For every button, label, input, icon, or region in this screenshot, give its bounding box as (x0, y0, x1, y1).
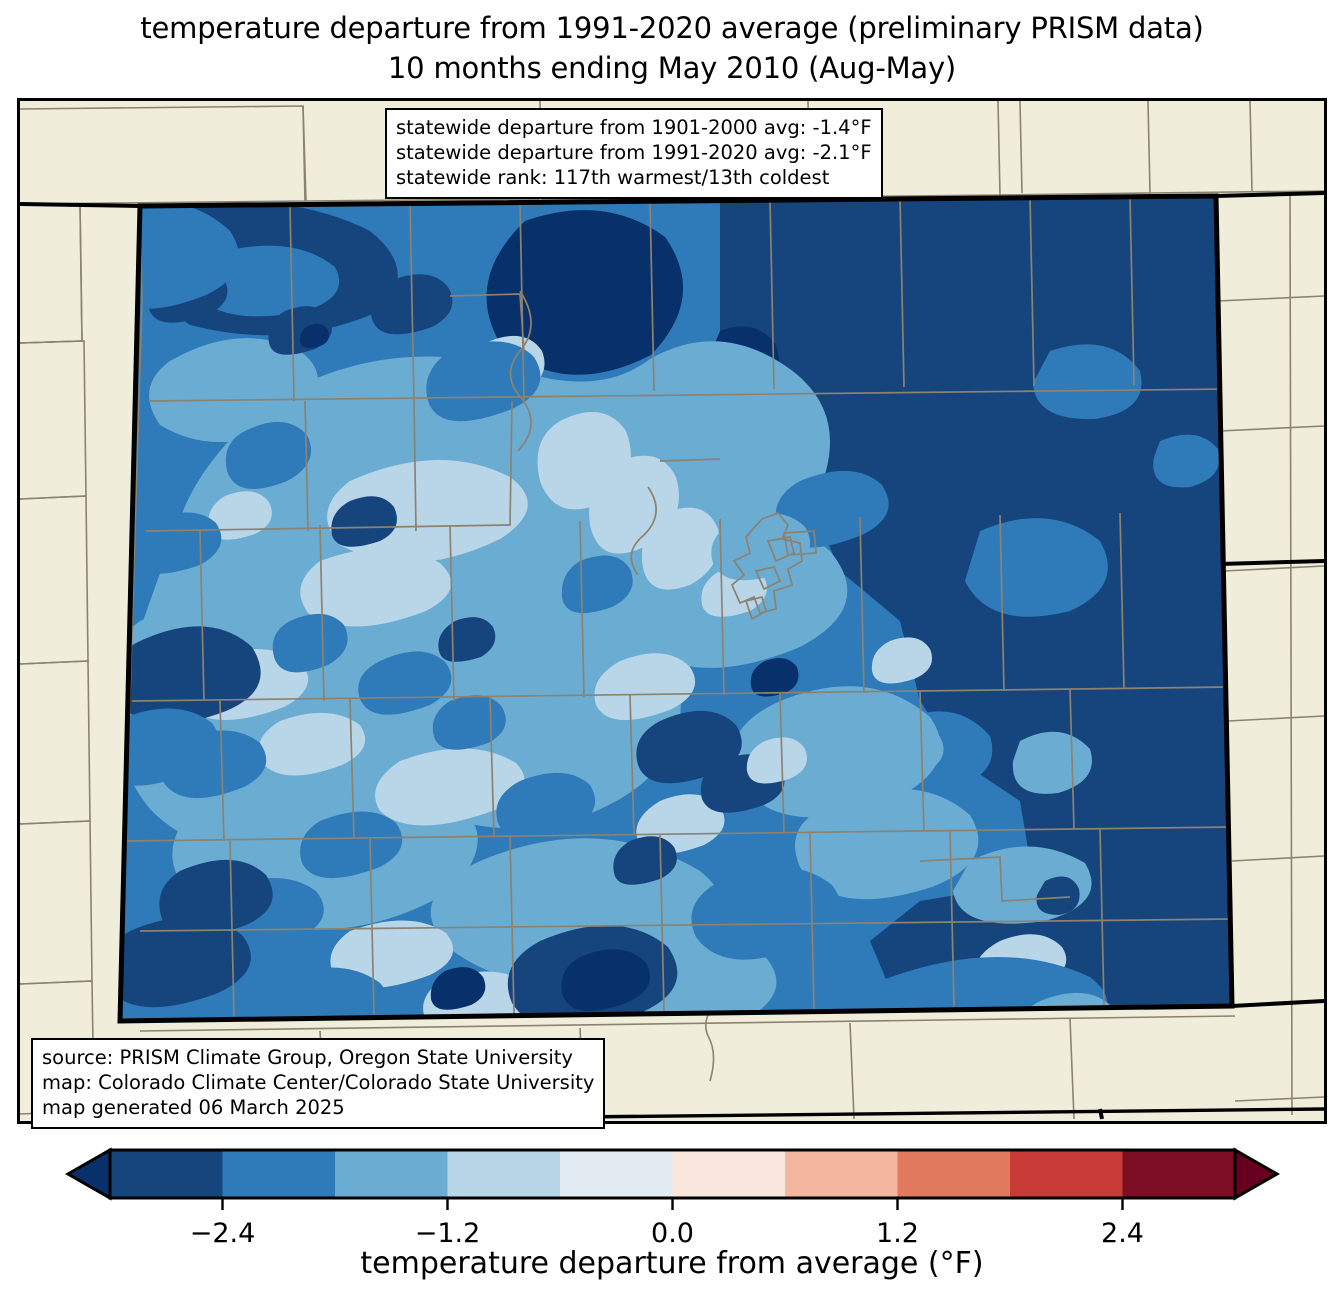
colorbar-extend-low (64, 1147, 112, 1201)
colorbar-axis-label: temperature departure from average (°F) (360, 1246, 984, 1281)
colorbar-band-0 (110, 1150, 224, 1198)
neighbor-county-lines (20, 101, 1324, 1120)
colorbar-tick-label-3: 1.2 (876, 1218, 919, 1249)
stats-line-3: statewide rank: 117th warmest/13th colde… (396, 166, 830, 189)
colorbar-svg: −2.4 −1.2 0.0 1.2 2.4 (64, 1147, 1281, 1249)
colorbar-band-8 (1010, 1150, 1124, 1198)
colorbar-band-1 (222, 1150, 336, 1198)
colorbar-ticks: −2.4 −1.2 0.0 1.2 2.4 (190, 1198, 1144, 1249)
colorbar-tick-label-1: −1.2 (415, 1218, 481, 1249)
colorbar-band-7 (897, 1150, 1011, 1198)
colorbar-band-2 (335, 1150, 449, 1198)
colorbar-tick-label-4: 2.4 (1101, 1218, 1144, 1249)
source-line-3: map generated 06 March 2025 (42, 1096, 345, 1119)
stats-line-1: statewide departure from 1901-2000 avg: … (396, 116, 872, 139)
title-line-2: 10 months ending May 2010 (Aug-May) (387, 51, 957, 85)
map-panel (17, 98, 1327, 1124)
source-credits-box: source: PRISM Climate Group, Oregon Stat… (31, 1038, 606, 1129)
title-line-1: temperature departure from 1991-2020 ave… (140, 11, 1204, 45)
colorado-temperature-departure-map (20, 101, 1324, 1121)
page-title: temperature departure from 1991-2020 ave… (0, 8, 1344, 88)
source-line-1: source: PRISM Climate Group, Oregon Stat… (42, 1046, 573, 1069)
temperature-departure-field (120, 196, 1232, 1021)
colorado-state-outline (117, 193, 1235, 1024)
colorbar-bands (64, 1147, 1281, 1201)
colorbar: −2.4 −1.2 0.0 1.2 2.4 (0, 1138, 1344, 1299)
source-line-2: map: Colorado Climate Center/Colorado St… (42, 1071, 595, 1094)
county-boundaries (120, 196, 1232, 1021)
colorbar-band-9 (1122, 1150, 1236, 1198)
colorbar-tick-label-0: −2.4 (190, 1218, 256, 1249)
colorbar-band-5 (672, 1150, 786, 1198)
colorbar-band-4 (560, 1150, 674, 1198)
stats-line-2: statewide departure from 1991-2020 avg: … (396, 141, 872, 164)
colorbar-band-3 (447, 1150, 561, 1198)
colorbar-band-6 (785, 1150, 899, 1198)
colorbar-tick-label-2: 0.0 (651, 1218, 694, 1249)
colorbar-extend-high (1233, 1147, 1281, 1201)
statewide-stats-box: statewide departure from 1901-2000 avg: … (385, 108, 883, 199)
